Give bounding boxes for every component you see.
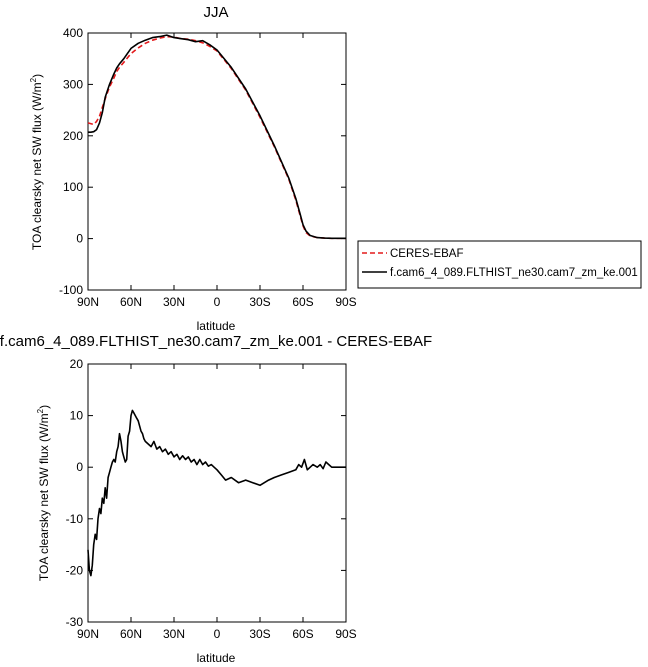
y-tick-label: -10 xyxy=(66,512,84,526)
legend-label-ceres: CERES-EBAF xyxy=(390,248,464,260)
bottom-series-group xyxy=(87,409,346,577)
bottom-y-axis-label-sup: 2 xyxy=(36,408,45,413)
series-line-difference xyxy=(87,409,346,577)
y-tick-label: 300 xyxy=(63,77,83,91)
x-tick-label: 30S xyxy=(249,627,270,641)
y-tick-label: 20 xyxy=(70,357,84,371)
top-y-axis-label-close: ) xyxy=(30,74,44,78)
x-tick-label: 0 xyxy=(214,295,221,309)
x-tick-label: 60N xyxy=(120,627,142,641)
bottom-y-axis-label: TOA clearsky net SW flux (W/m2) xyxy=(36,405,51,581)
bottom-panel: f.cam6_4_089.FLTHIST_ne30.cam7_zm_ke.001… xyxy=(0,333,432,665)
bottom-chart-title: f.cam6_4_089.FLTHIST_ne30.cam7_zm_ke.001… xyxy=(0,333,432,350)
y-tick-label: 200 xyxy=(63,129,83,143)
top-x-axis-label: latitude xyxy=(197,319,236,333)
x-tick-label: 60S xyxy=(292,295,313,309)
y-tick-label: -20 xyxy=(66,563,84,577)
x-tick-label: 30N xyxy=(163,295,185,309)
x-tick-label: 90N xyxy=(77,627,99,641)
series-line-model xyxy=(88,34,346,240)
top-y-axis-label-main: TOA clearsky net SW flux (W/m xyxy=(30,82,44,250)
top-chart-title: JJA xyxy=(203,4,228,21)
y-tick-label: 10 xyxy=(70,409,84,423)
top-plot-frame xyxy=(87,32,347,291)
y-tick-label: -100 xyxy=(59,283,83,297)
y-tick-label: 0 xyxy=(76,232,83,246)
x-tick-label: 90S xyxy=(335,295,356,309)
x-tick-label: 90N xyxy=(77,295,99,309)
top-series-group xyxy=(87,34,346,240)
y-tick-label: 0 xyxy=(76,460,83,474)
bottom-plot-frame xyxy=(87,363,347,623)
top-y-axis-label: TOA clearsky net SW flux (W/m2) xyxy=(29,74,44,250)
x-tick-label: 60N xyxy=(120,295,142,309)
bottom-y-axis-label-close: ) xyxy=(37,405,51,409)
x-tick-label: 60S xyxy=(292,627,313,641)
legend: CERES-EBAF f.cam6_4_089.FLTHIST_ne30.cam… xyxy=(357,240,642,289)
bottom-x-axis: 90N 60N 30N 0 30S 60S 90S xyxy=(77,364,357,641)
y-tick-label: 400 xyxy=(63,26,83,40)
y-tick-label: 100 xyxy=(63,180,83,194)
x-tick-label: 90S xyxy=(335,627,356,641)
x-tick-label: 30S xyxy=(249,295,270,309)
x-tick-label: 30N xyxy=(163,627,185,641)
top-x-axis: 90N 60N 30N 0 30S 60S 90S xyxy=(77,33,357,309)
series-line-ceres xyxy=(87,35,346,240)
legend-label-model: f.cam6_4_089.FLTHIST_ne30.cam7_zm_ke.001 xyxy=(390,267,638,279)
bottom-x-axis-label: latitude xyxy=(197,651,236,665)
legend-frame xyxy=(357,240,642,289)
top-y-axis-label-sup: 2 xyxy=(29,77,38,82)
top-y-axis: -100 0 100 200 300 400 xyxy=(59,26,346,297)
bottom-y-axis-label-main: TOA clearsky net SW flux (W/m xyxy=(37,413,51,581)
x-tick-label: 0 xyxy=(214,627,221,641)
y-tick-label: -30 xyxy=(66,615,84,629)
